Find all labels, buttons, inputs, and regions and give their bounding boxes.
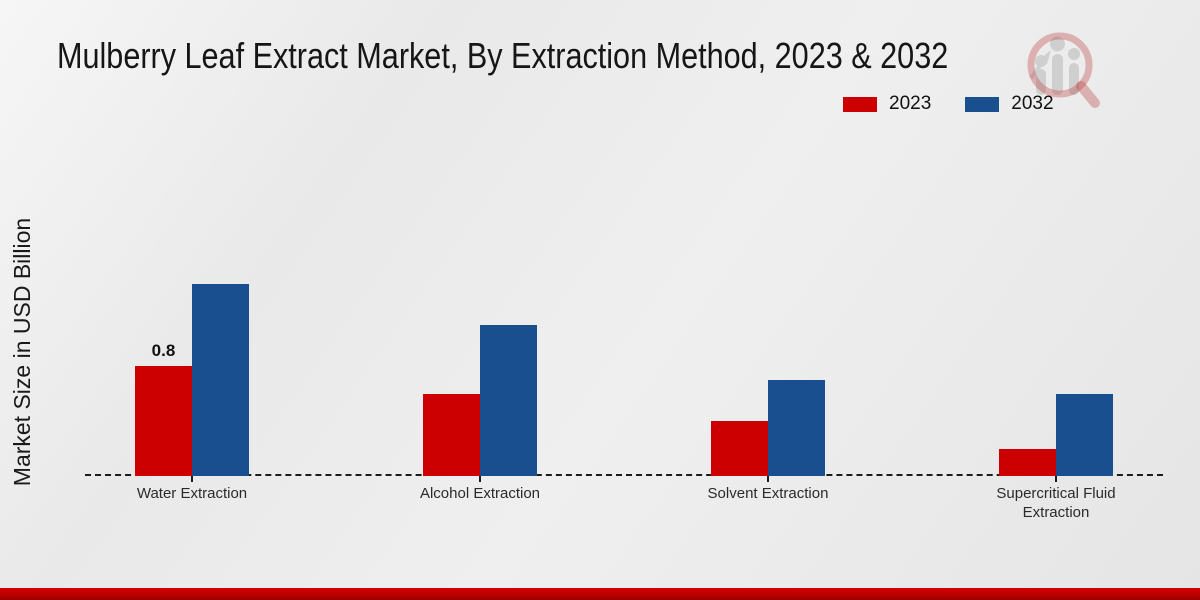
legend-item-2023: 2023 — [843, 93, 931, 115]
bar-water-extraction-2023 — [135, 366, 192, 476]
legend-label: 2023 — [889, 93, 932, 114]
legend-swatch-2032 — [965, 96, 1000, 112]
category-label-solvent-extraction: Solvent Extraction — [707, 485, 829, 502]
footer-accent-bar — [0, 588, 1200, 600]
legend-label: 2032 — [1011, 93, 1054, 114]
bar-solvent-extraction-2023 — [711, 421, 768, 476]
bar-water-extraction-2032 — [192, 283, 249, 476]
chart-title: Mulberry Leaf Extract Market, By Extract… — [57, 35, 949, 76]
bar-alcohol-extraction-2032 — [480, 324, 537, 476]
x-axis-tick — [479, 476, 481, 482]
x-axis-baseline — [85, 474, 1163, 476]
legend-item-2032: 2032 — [965, 93, 1054, 115]
x-axis-tick — [1055, 476, 1057, 482]
legend-swatch-2023 — [843, 96, 877, 112]
bar-supercritical-fluid-extraction-2023 — [999, 448, 1056, 476]
bar-alcohol-extraction-2023 — [423, 393, 480, 476]
watermark-magnifier-logo-icon — [1027, 32, 1100, 108]
bar-supercritical-fluid-extraction-2032 — [1056, 393, 1113, 476]
x-axis-tick — [767, 476, 769, 482]
data-label-water-extraction-2023: 0.8 — [151, 341, 176, 360]
legend: 2023 2032 — [843, 93, 1054, 115]
category-label-supercritical-fluid-extraction: Supercritical Fluid Extraction — [996, 485, 1116, 521]
bar-solvent-extraction-2032 — [768, 379, 825, 476]
category-label-alcohol-extraction: Alcohol Extraction — [419, 485, 541, 502]
category-label-water-extraction: Water Extraction — [136, 485, 248, 502]
x-axis-tick — [191, 476, 193, 482]
